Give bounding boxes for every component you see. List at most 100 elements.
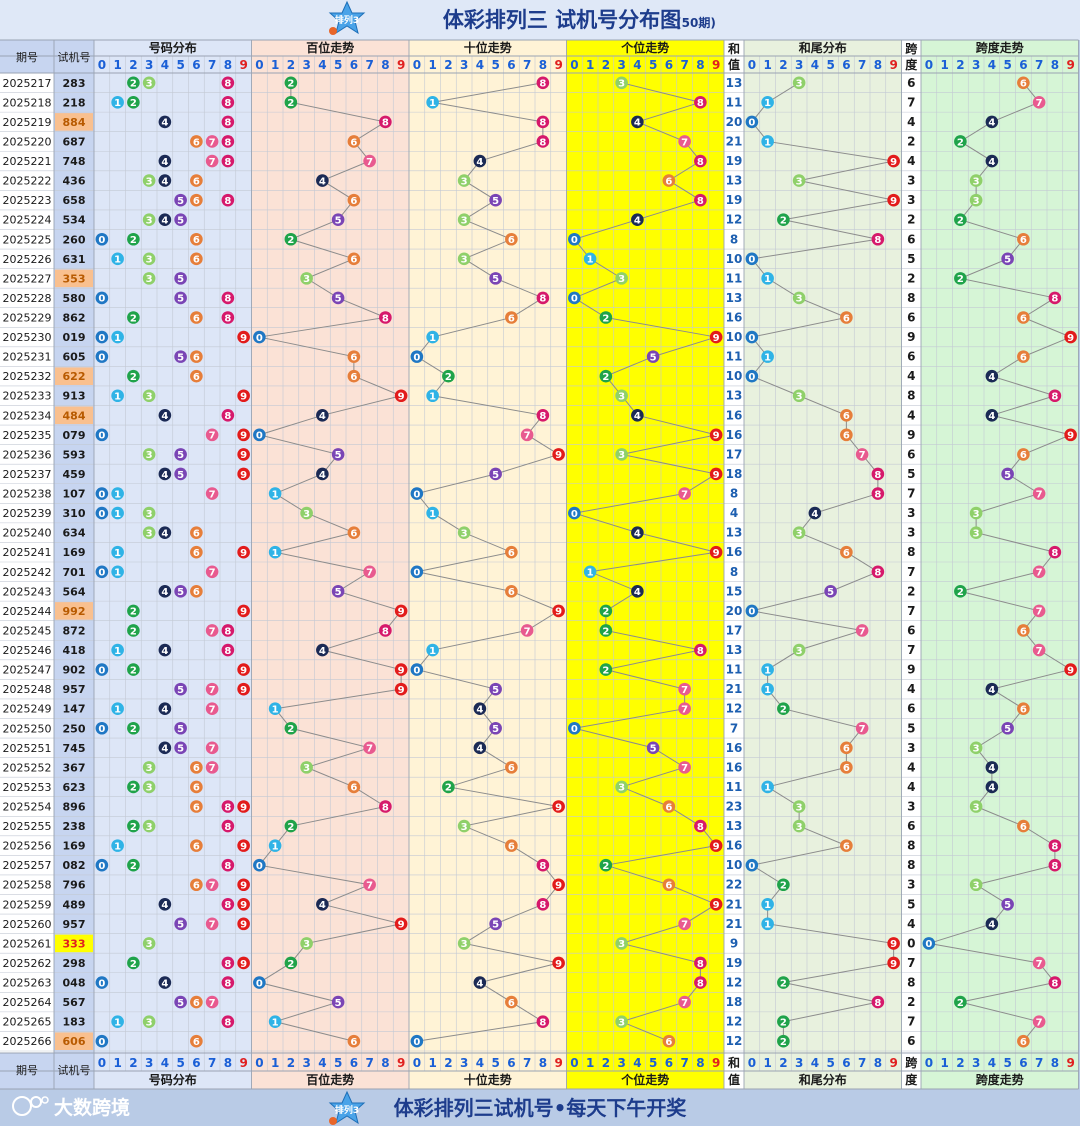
sum-value: 21 [726, 682, 743, 696]
tail-ball: 3 [792, 800, 806, 813]
period-label: 2025259 [3, 898, 52, 911]
dist-ball: 8 [221, 898, 235, 911]
period-label: 2025261 [3, 937, 52, 950]
hundreds-ball: 5 [331, 585, 345, 598]
bottom-digit-header: 2 [779, 1056, 787, 1070]
svg-text:5: 5 [650, 744, 657, 755]
dist-ball: 0 [95, 506, 109, 520]
trial-number: 957 [63, 683, 86, 696]
sum-value: 16 [726, 545, 743, 559]
dist-ball: 7 [205, 995, 219, 1009]
tens-ball: 6 [505, 585, 518, 598]
hundreds-trend-line [257, 82, 403, 1042]
svg-text:5: 5 [177, 216, 184, 227]
svg-text:5: 5 [177, 470, 184, 481]
svg-text:2: 2 [130, 98, 137, 109]
svg-text:9: 9 [240, 959, 247, 970]
svg-text:7: 7 [209, 881, 216, 892]
span-ball: 6 [1017, 702, 1030, 716]
bottom-period-label: 期号 [16, 1064, 38, 1077]
span-ball: 3 [969, 526, 983, 539]
svg-text:6: 6 [843, 744, 850, 755]
dist-ball: 9 [237, 389, 250, 403]
tail-ball: 6 [840, 428, 853, 442]
period-label: 2025256 [3, 840, 52, 853]
period-label: 2025243 [3, 585, 52, 598]
period-label: 2025241 [3, 546, 52, 559]
dist-ball: 8 [221, 819, 235, 833]
trial-number: 489 [63, 898, 86, 911]
dist-ball: 8 [221, 956, 235, 970]
period-label: 2025260 [3, 918, 52, 931]
hundreds-ball: 3 [300, 272, 313, 285]
dist-ball: 8 [221, 76, 235, 90]
units-ball: 0 [568, 721, 581, 735]
bottom-digit-header: 1 [271, 1056, 279, 1070]
svg-text:4: 4 [161, 528, 168, 539]
tail-ball: 1 [761, 96, 774, 109]
svg-text:4: 4 [988, 372, 995, 383]
top-digit-header: 9 [712, 58, 720, 72]
trial-number: 623 [63, 781, 86, 794]
trial-number: 107 [63, 488, 86, 501]
svg-text:6: 6 [508, 313, 515, 324]
svg-text:2: 2 [602, 313, 609, 324]
dist-ball: 4 [158, 526, 172, 539]
period-label: 2025248 [3, 683, 52, 696]
trial-number: 260 [63, 233, 86, 246]
span-ball: 0 [922, 937, 936, 950]
hundreds-ball: 2 [284, 956, 298, 970]
bottom-digit-header: 0 [255, 1056, 263, 1070]
tens-ball: 9 [552, 800, 565, 813]
svg-text:6: 6 [193, 998, 200, 1009]
svg-text:3: 3 [618, 939, 625, 950]
svg-text:7: 7 [209, 431, 216, 442]
units-ball: 7 [678, 761, 691, 774]
svg-text:7: 7 [681, 137, 688, 148]
svg-text:9: 9 [713, 431, 720, 442]
bottom-digit-header: 5 [176, 1056, 184, 1070]
hundreds-ball: 9 [394, 389, 408, 403]
span-ball: 4 [985, 115, 999, 129]
svg-text:9: 9 [240, 548, 247, 559]
svg-text:3: 3 [146, 255, 153, 266]
hundreds-ball: 9 [394, 663, 408, 676]
top-digit-header: 6 [842, 58, 850, 72]
tens-ball: 8 [536, 76, 550, 90]
svg-text:8: 8 [382, 626, 389, 637]
period-label: 2025244 [3, 605, 52, 618]
span-value: 6 [907, 76, 915, 90]
svg-text:9: 9 [555, 802, 562, 813]
svg-text:8: 8 [224, 157, 231, 168]
svg-text:1: 1 [429, 646, 436, 657]
svg-text:8: 8 [224, 822, 231, 833]
units-ball: 6 [662, 174, 676, 187]
tail-ball: 8 [871, 467, 885, 481]
units-ball: 0 [568, 506, 581, 520]
trial-number: 564 [63, 585, 86, 598]
span-ball: 8 [1048, 976, 1062, 989]
svg-text:1: 1 [272, 489, 279, 500]
trial-number: 183 [63, 1016, 86, 1029]
span-value: 4 [907, 917, 915, 931]
svg-text:5: 5 [177, 196, 184, 207]
span-value: 6 [907, 350, 915, 364]
svg-text:6: 6 [843, 431, 850, 442]
top-digit-header: 3 [460, 58, 468, 72]
svg-text:0: 0 [748, 255, 755, 266]
tens-ball: 6 [505, 311, 518, 324]
top-sum-label-bottom: 值 [728, 57, 740, 72]
sum-value: 12 [726, 976, 743, 990]
dist-ball: 5 [174, 995, 187, 1009]
trial-number: 631 [63, 253, 86, 266]
dist-ball: 3 [142, 76, 156, 90]
bottom-digit-header: 3 [302, 1056, 310, 1070]
dist-ball: 9 [237, 878, 250, 892]
tail-ball: 7 [855, 624, 869, 637]
units-ball: 3 [615, 448, 628, 461]
bottom-sum-label-top: 和 [727, 1055, 740, 1070]
svg-text:1: 1 [587, 568, 594, 579]
sum-value: 18 [726, 467, 743, 481]
dist-ball: 3 [142, 780, 156, 794]
span-ball: 6 [1017, 1034, 1030, 1048]
